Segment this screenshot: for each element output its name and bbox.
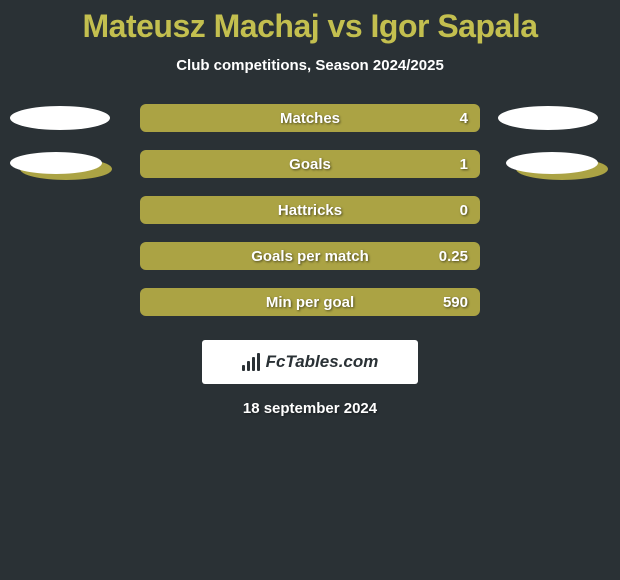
stat-row: Goals 1 <box>0 150 620 178</box>
page-subtitle: Club competitions, Season 2024/2025 <box>176 57 444 74</box>
stat-label: Goals <box>289 156 331 173</box>
stat-value: 590 <box>443 294 468 311</box>
brand-logo: FcTables.com <box>202 340 418 384</box>
left-ellipse <box>10 152 102 174</box>
brand-name: FcTables.com <box>266 352 379 372</box>
stat-row: Hattricks 0 <box>0 196 620 224</box>
stat-bar: Matches 4 <box>140 104 480 132</box>
page-title: Mateusz Machaj vs Igor Sapala <box>83 8 538 45</box>
stat-value: 0 <box>460 202 468 219</box>
right-ellipse <box>506 152 598 174</box>
stat-label: Matches <box>280 110 340 127</box>
stats-list: Matches 4 Goals 1 Hattricks 0 Goals per … <box>0 104 620 316</box>
stat-bar: Min per goal 590 <box>140 288 480 316</box>
comparison-card: Mateusz Machaj vs Igor Sapala Club compe… <box>0 0 620 417</box>
stat-row: Min per goal 590 <box>0 288 620 316</box>
stat-row: Goals per match 0.25 <box>0 242 620 270</box>
right-ellipse <box>498 106 598 130</box>
stat-label: Hattricks <box>278 202 342 219</box>
date-label: 18 september 2024 <box>243 400 377 417</box>
stat-label: Min per goal <box>266 294 354 311</box>
stat-value: 0.25 <box>439 248 468 265</box>
left-ellipse <box>10 106 110 130</box>
stat-bar: Goals 1 <box>140 150 480 178</box>
stat-row: Matches 4 <box>0 104 620 132</box>
stat-value: 4 <box>460 110 468 127</box>
bar-chart-icon <box>242 353 260 371</box>
stat-label: Goals per match <box>251 248 369 265</box>
stat-bar: Goals per match 0.25 <box>140 242 480 270</box>
stat-value: 1 <box>460 156 468 173</box>
stat-bar: Hattricks 0 <box>140 196 480 224</box>
